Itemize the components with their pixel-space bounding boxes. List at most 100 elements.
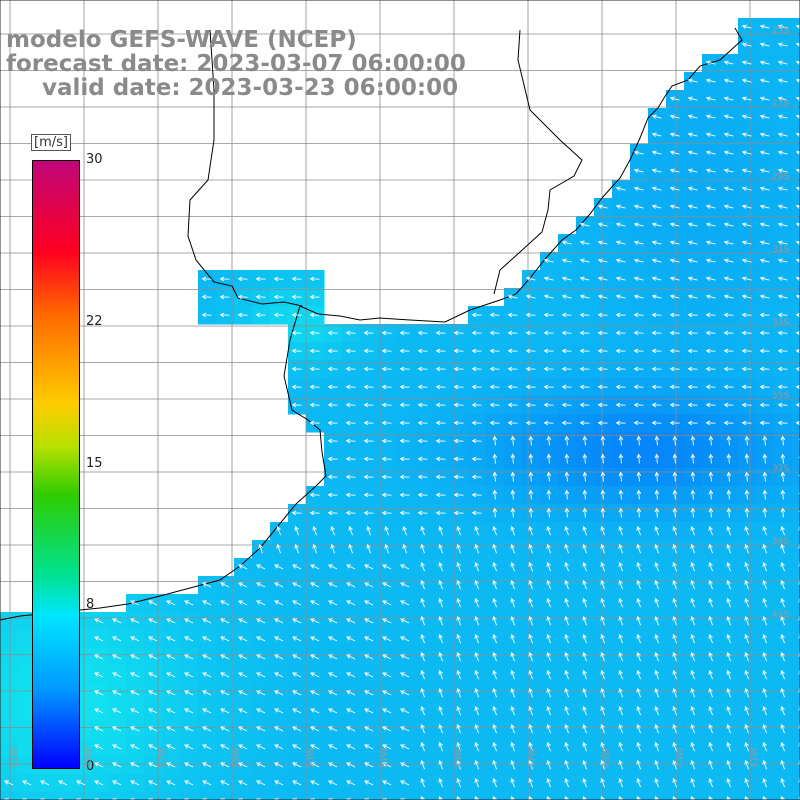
ocean-cell <box>666 792 685 800</box>
wind-arrow <box>453 366 464 372</box>
wind-arrow <box>762 471 768 482</box>
wind-arrow <box>780 615 785 626</box>
wind-arrow <box>364 564 374 570</box>
wind-arrow <box>669 384 680 390</box>
wind-arrow <box>543 366 554 372</box>
wind-arrow <box>510 705 515 716</box>
wind-arrow <box>417 474 428 480</box>
wind-arrow <box>510 687 515 698</box>
wind-arrow <box>130 636 140 642</box>
wind-arrow <box>636 651 641 662</box>
wind-arrow <box>381 384 392 390</box>
wind-arrow <box>184 636 194 642</box>
wind-arrow <box>564 543 569 554</box>
wind-arrow <box>528 633 533 644</box>
wind-arrow <box>292 744 302 750</box>
wind-arrow <box>600 795 605 800</box>
wind-arrow <box>762 741 767 752</box>
wind-arrow <box>363 420 374 426</box>
wind-arrow <box>579 384 590 390</box>
wind-arrow <box>651 186 662 191</box>
wind-arrow <box>618 669 623 680</box>
ocean-cell <box>792 270 800 289</box>
wind-arrow <box>309 330 320 336</box>
wind-arrow <box>364 636 374 642</box>
wind-arrow <box>687 186 698 191</box>
wind-arrow <box>741 150 752 155</box>
wind-arrow <box>525 312 536 318</box>
wind-arrow <box>741 96 752 101</box>
wind-arrow <box>651 222 662 227</box>
wind-arrow <box>777 258 788 263</box>
wind-arrow <box>561 276 572 281</box>
wind-arrow <box>327 384 338 390</box>
wind-arrow <box>420 705 425 716</box>
wind-arrow <box>363 474 374 480</box>
ocean-cell <box>486 792 505 800</box>
wind-arrow <box>762 525 767 536</box>
wind-arrow <box>582 597 587 608</box>
wind-arrow <box>687 366 698 372</box>
wind-arrow <box>543 258 554 263</box>
wind-arrow <box>726 435 732 446</box>
wind-arrow <box>399 402 410 408</box>
wind-arrow <box>705 366 716 372</box>
ocean-cell <box>396 792 415 800</box>
ocean-cell <box>0 612 19 631</box>
wind-arrow <box>238 744 248 750</box>
wind-arrow <box>618 741 623 752</box>
wind-arrow <box>382 582 392 588</box>
wind-arrow <box>795 330 800 336</box>
ocean-cell <box>18 648 37 667</box>
wind-arrow <box>489 312 500 318</box>
wind-arrow <box>471 366 482 372</box>
wind-arrow <box>633 366 644 372</box>
wind-arrow <box>633 168 644 173</box>
wind-arrow <box>561 384 572 390</box>
wind-arrow <box>471 456 482 462</box>
wind-arrow <box>312 525 317 536</box>
wind-arrow <box>546 489 552 500</box>
wind-arrow <box>238 618 248 624</box>
wind-arrow <box>726 489 732 500</box>
ocean-cell <box>144 792 163 800</box>
ocean-cell <box>612 792 631 800</box>
wind-arrow <box>202 618 212 624</box>
wind-arrow <box>690 759 695 770</box>
wind-arrow <box>564 723 569 734</box>
wind-arrow <box>579 276 590 281</box>
wind-arrow <box>492 651 497 662</box>
wind-arrow <box>759 366 770 372</box>
wind-arrow <box>705 222 716 227</box>
wind-arrow <box>780 633 785 644</box>
wind-arrow <box>256 780 266 786</box>
ocean-cell <box>594 792 613 800</box>
wind-arrow <box>654 723 659 734</box>
wind-arrow <box>238 708 248 714</box>
wind-arrow <box>346 744 356 750</box>
wind-arrow <box>708 651 713 662</box>
wind-arrow <box>651 240 662 245</box>
wind-arrow <box>672 543 677 554</box>
wind-arrow <box>780 561 785 572</box>
wind-arrow <box>148 708 158 714</box>
lat-label: 27S <box>772 99 790 109</box>
wind-arrow <box>636 543 641 554</box>
wind-arrow <box>420 687 425 698</box>
wind-arrow <box>130 690 140 696</box>
wind-arrow <box>600 777 605 788</box>
wind-arrow <box>309 492 320 498</box>
wind-arrow <box>597 204 608 209</box>
wind-arrow <box>363 330 374 336</box>
wind-arrow <box>777 132 788 137</box>
wind-arrow <box>219 294 230 300</box>
wind-arrow <box>561 240 572 245</box>
wind-arrow <box>564 453 570 464</box>
ocean-cell <box>0 684 19 703</box>
wind-arrow <box>256 672 266 678</box>
wind-arrow <box>438 651 443 662</box>
wind-arrow <box>255 294 266 300</box>
wind-arrow <box>582 777 587 788</box>
wind-arrow <box>474 633 479 644</box>
wind-arrow <box>723 168 734 173</box>
